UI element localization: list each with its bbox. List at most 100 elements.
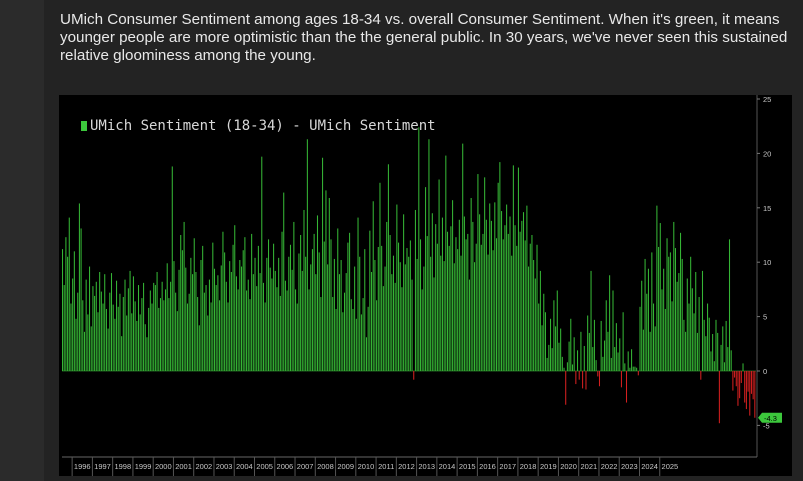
x-tick-label: 2016 — [479, 462, 496, 471]
data-bar — [624, 363, 626, 371]
data-bar — [392, 255, 395, 371]
data-bar — [519, 231, 521, 371]
data-bar — [668, 256, 670, 371]
data-bar — [94, 295, 96, 371]
data-bar — [695, 271, 697, 371]
data-bar — [463, 216, 465, 371]
x-tick-label: 2019 — [540, 462, 557, 471]
data-bar — [198, 325, 200, 371]
data-bar — [543, 293, 545, 371]
x-tick-label: 2024 — [641, 462, 658, 471]
data-bar — [362, 298, 364, 371]
x-tick-label: 2021 — [580, 462, 597, 471]
data-bar — [485, 219, 487, 371]
data-bar — [215, 285, 217, 371]
data-bar — [529, 243, 531, 371]
data-bar — [551, 348, 553, 371]
x-tick-label: 2013 — [418, 462, 435, 471]
data-bar — [539, 270, 541, 371]
data-bar — [541, 325, 543, 371]
data-bar — [82, 300, 84, 371]
last-value-badge — [758, 412, 782, 423]
data-bar — [448, 245, 450, 371]
data-bar — [139, 314, 141, 371]
data-bar — [479, 214, 481, 371]
data-bar — [592, 347, 594, 371]
data-bar — [333, 258, 335, 371]
data-bar — [276, 287, 278, 371]
data-bar — [641, 280, 643, 371]
data-bar — [80, 228, 82, 371]
data-bar — [467, 233, 469, 371]
data-bar — [97, 312, 99, 371]
y-tick-label: 15 — [763, 204, 771, 213]
data-bar — [460, 255, 462, 371]
data-bar — [382, 286, 384, 371]
data-bar — [149, 290, 151, 371]
data-bar — [414, 209, 416, 371]
data-bar — [342, 312, 344, 371]
data-bar — [732, 371, 734, 391]
data-bar — [158, 307, 160, 371]
data-bar — [377, 246, 379, 371]
data-bar — [77, 292, 79, 371]
data-bar — [450, 226, 452, 371]
data-bar — [401, 287, 403, 371]
data-bar — [570, 318, 572, 371]
x-tick-label: 1997 — [94, 462, 111, 471]
data-bar — [381, 245, 383, 371]
data-bar — [691, 288, 693, 371]
data-bar — [685, 331, 687, 371]
y-tick-label: 0 — [763, 367, 767, 376]
data-bar — [548, 344, 550, 371]
data-bar — [700, 371, 702, 380]
data-bar — [577, 350, 579, 371]
last-value-label: -4.3 — [764, 414, 777, 423]
data-bar — [347, 242, 349, 371]
x-tick-label: 2012 — [398, 462, 415, 471]
data-bar — [350, 299, 352, 371]
data-bar — [389, 235, 391, 371]
data-bar — [571, 364, 573, 371]
data-bar — [578, 371, 580, 380]
data-bar — [229, 261, 231, 371]
y-tick-label: -5 — [763, 421, 770, 430]
data-bar — [328, 198, 330, 371]
data-bar — [247, 279, 249, 371]
data-bar — [173, 261, 175, 371]
data-bar — [143, 282, 145, 371]
data-bar — [480, 244, 482, 371]
data-bar — [90, 326, 92, 371]
data-bar — [323, 241, 325, 371]
data-bar — [430, 256, 432, 371]
data-bar — [553, 300, 555, 371]
data-bar — [176, 311, 178, 371]
data-bar — [85, 279, 87, 371]
data-bar — [413, 371, 415, 380]
data-bar — [533, 260, 535, 371]
data-bar — [573, 337, 575, 371]
data-bar — [274, 270, 276, 371]
data-bar — [723, 362, 725, 371]
data-bar — [291, 269, 293, 371]
data-bar — [482, 233, 484, 371]
data-bar — [202, 245, 204, 371]
data-bar — [639, 306, 641, 371]
data-bar — [99, 271, 101, 371]
data-bar — [279, 295, 281, 371]
data-bar — [161, 281, 163, 371]
data-bar — [345, 273, 347, 371]
data-bar — [300, 235, 302, 371]
data-bar — [690, 256, 692, 371]
data-bar — [715, 319, 717, 371]
x-tick-label: 2018 — [520, 462, 537, 471]
data-bar — [399, 262, 401, 371]
data-bar — [337, 228, 339, 371]
data-bar — [745, 371, 747, 410]
data-bar — [249, 299, 251, 371]
x-tick-label: 2022 — [601, 462, 618, 471]
data-bar — [146, 337, 148, 371]
data-bar — [166, 263, 168, 371]
data-bar — [396, 204, 398, 371]
data-bar — [127, 288, 129, 371]
